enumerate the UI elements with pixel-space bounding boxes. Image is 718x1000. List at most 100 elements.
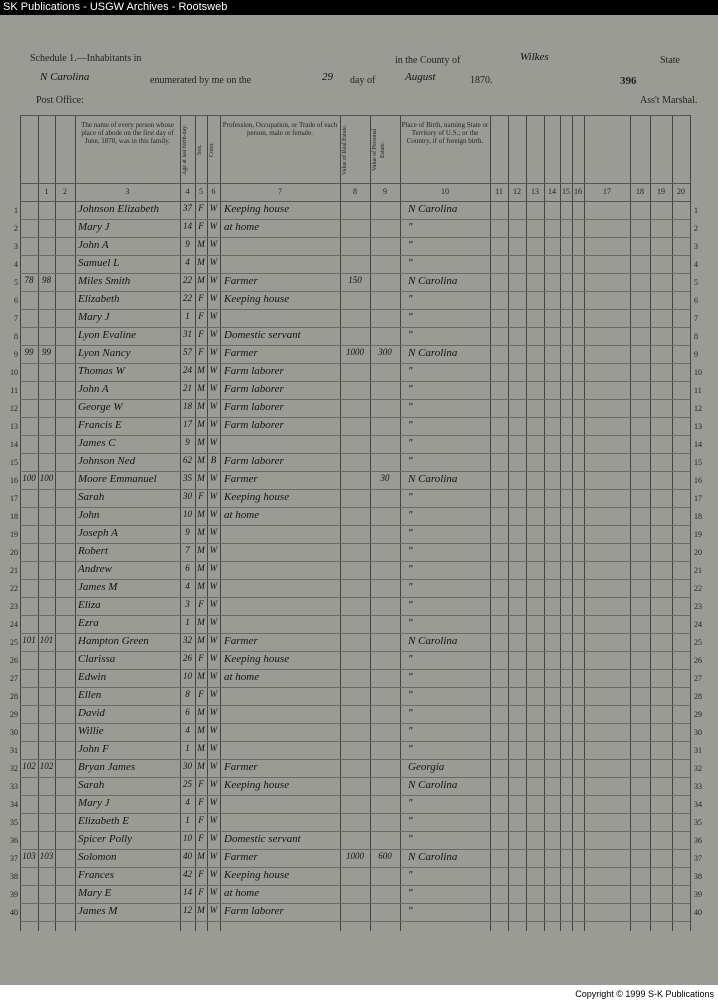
cell-age: 4 bbox=[185, 581, 190, 591]
row-number: 15 bbox=[10, 458, 18, 467]
cell-color: W bbox=[209, 707, 218, 717]
row-number: 8 bbox=[694, 332, 698, 341]
column-number: 19 bbox=[657, 187, 665, 196]
cell-birthplace: Georgia bbox=[408, 761, 445, 773]
cell-sex: M bbox=[197, 761, 205, 771]
row-rule bbox=[20, 309, 690, 310]
cell-occupation: Farm laborer bbox=[224, 383, 284, 395]
row-rule bbox=[20, 867, 690, 868]
cell-color: W bbox=[209, 635, 218, 645]
cell-name: Johnson Elizabeth bbox=[78, 203, 159, 215]
row-rule bbox=[20, 849, 690, 850]
cell-sex: M bbox=[197, 473, 205, 483]
row-rule bbox=[20, 489, 690, 490]
row-rule bbox=[20, 687, 690, 688]
cell-age: 37 bbox=[183, 203, 192, 213]
cell-birthplace: " bbox=[408, 797, 413, 809]
marshal-label: Ass't Marshal. bbox=[640, 95, 698, 106]
row-number: 21 bbox=[694, 566, 702, 575]
cell-name: Thomas W bbox=[78, 365, 125, 377]
row-rule bbox=[20, 435, 690, 436]
census-sheet: Schedule 1.—Inhabitants in in the County… bbox=[0, 15, 718, 985]
column-number: 9 bbox=[383, 187, 387, 196]
cell-family: 100 bbox=[39, 473, 54, 483]
row-number: 5 bbox=[14, 278, 18, 287]
column-rule bbox=[220, 115, 221, 931]
cell-color: W bbox=[209, 563, 218, 573]
cell-occupation: Keeping house bbox=[224, 491, 290, 503]
row-number: 34 bbox=[694, 800, 702, 809]
cell-dwelling: 102 bbox=[22, 761, 36, 771]
cell-age: 1 bbox=[185, 617, 190, 627]
row-number: 38 bbox=[10, 872, 18, 881]
row-number: 16 bbox=[694, 476, 702, 485]
row-number: 6 bbox=[14, 296, 18, 305]
column-rule bbox=[630, 115, 631, 931]
cell-family: 101 bbox=[39, 635, 54, 645]
row-number: 25 bbox=[694, 638, 702, 647]
cell-occupation: Keeping house bbox=[224, 293, 290, 305]
cell-name: Frances bbox=[78, 869, 115, 881]
column-number: 20 bbox=[677, 187, 685, 196]
row-number: 36 bbox=[694, 836, 702, 845]
row-number: 10 bbox=[694, 368, 702, 377]
row-number: 40 bbox=[694, 908, 702, 917]
row-number: 38 bbox=[694, 872, 702, 881]
cell-color: W bbox=[209, 869, 218, 879]
row-number: 34 bbox=[10, 800, 18, 809]
row-rule bbox=[20, 327, 690, 328]
row-number: 16 bbox=[10, 476, 18, 485]
row-number: 5 bbox=[694, 278, 698, 287]
row-rule bbox=[20, 813, 690, 814]
column-header: Age at last birth-day. bbox=[182, 124, 188, 176]
cell-birthplace: " bbox=[408, 707, 413, 719]
cell-color: W bbox=[209, 365, 218, 375]
cell-color: W bbox=[209, 887, 218, 897]
cell-sex: M bbox=[197, 527, 205, 537]
cell-sex: M bbox=[197, 707, 205, 717]
cell-name: Moore Emmanuel bbox=[78, 473, 157, 485]
cell-sex: M bbox=[197, 257, 205, 267]
cell-sex: M bbox=[197, 743, 205, 753]
cell-birthplace: N Carolina bbox=[408, 275, 458, 287]
cell-age: 62 bbox=[183, 455, 192, 465]
row-number: 18 bbox=[694, 512, 702, 521]
cell-birthplace: " bbox=[408, 833, 413, 845]
cell-birthplace: " bbox=[408, 311, 413, 323]
cell-name: Solomon bbox=[78, 851, 117, 863]
row-number: 4 bbox=[14, 260, 18, 269]
row-rule bbox=[20, 885, 690, 886]
cell-age: 8 bbox=[185, 689, 190, 699]
month: August bbox=[405, 71, 436, 83]
cell-birthplace: " bbox=[408, 401, 413, 413]
column-rule bbox=[180, 115, 181, 931]
row-number: 31 bbox=[694, 746, 702, 755]
row-rule bbox=[20, 921, 690, 922]
cell-age: 12 bbox=[183, 905, 192, 915]
row-rule bbox=[20, 273, 690, 274]
cell-sex: F bbox=[198, 653, 204, 663]
row-rule bbox=[20, 507, 690, 508]
cell-name: Ellen bbox=[78, 689, 102, 701]
row-rule bbox=[20, 543, 690, 544]
row-number: 3 bbox=[14, 242, 18, 251]
cell-color: W bbox=[209, 437, 218, 447]
cell-name: John F bbox=[78, 743, 109, 755]
cell-sex: F bbox=[198, 221, 204, 231]
row-rule bbox=[20, 741, 690, 742]
row-rule bbox=[20, 759, 690, 760]
row-number: 21 bbox=[10, 566, 18, 575]
cell-age: 24 bbox=[183, 365, 192, 375]
column-header: Color. bbox=[209, 142, 215, 158]
cell-name: Hampton Green bbox=[78, 635, 149, 647]
cell-personal: 600 bbox=[378, 851, 392, 861]
cell-sex: F bbox=[198, 833, 204, 843]
cell-dwelling: 100 bbox=[22, 473, 36, 483]
cell-color: W bbox=[209, 833, 218, 843]
row-number: 36 bbox=[10, 836, 18, 845]
row-number: 35 bbox=[694, 818, 702, 827]
cell-sex: M bbox=[197, 635, 205, 645]
cell-sex: F bbox=[198, 887, 204, 897]
row-number: 17 bbox=[694, 494, 702, 503]
cell-name: Clarissa bbox=[78, 653, 116, 665]
